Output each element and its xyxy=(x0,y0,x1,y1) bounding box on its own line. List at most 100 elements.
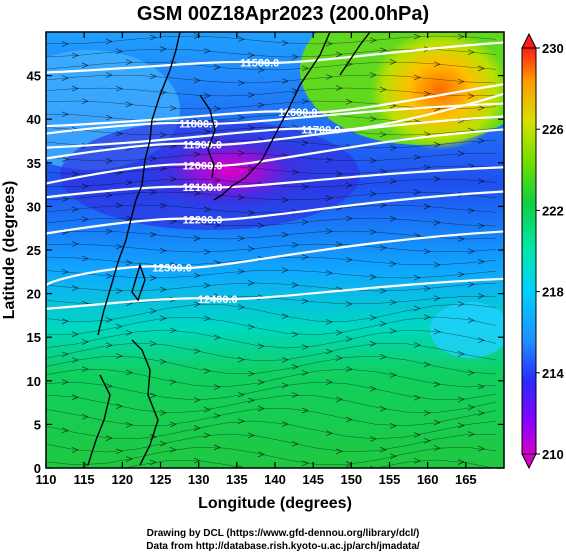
wind-arrow xyxy=(237,465,245,468)
x-tick-label: 125 xyxy=(150,472,172,487)
wind-arrow xyxy=(115,202,123,209)
wind-arrow xyxy=(105,192,113,198)
x-axis-ticks: 110 115 120 125 130 135 140 145 150 155 160 165 xyxy=(36,32,477,487)
wind-arrow xyxy=(115,403,123,410)
wind-arrow xyxy=(257,343,265,350)
wind-arrow xyxy=(281,313,289,320)
wind-arrow xyxy=(193,425,201,431)
wind-arrow xyxy=(61,269,69,275)
wind-arrow xyxy=(325,195,333,201)
wind-arrow xyxy=(61,351,69,358)
wind-arrow xyxy=(413,394,421,401)
wind-arrow xyxy=(247,246,255,252)
wind-arrow xyxy=(379,288,387,294)
x-tick-label: 160 xyxy=(417,472,439,487)
wind-arrow xyxy=(125,422,133,428)
wind-arrow xyxy=(369,340,377,347)
y-tick-label: 35 xyxy=(27,156,41,171)
wind-arrow xyxy=(345,301,353,307)
wind-arrow xyxy=(457,422,465,429)
wind-arrow xyxy=(149,155,157,162)
wind-arrow xyxy=(345,256,353,263)
wind-arrow xyxy=(159,315,167,322)
wind-arrow xyxy=(149,340,157,347)
wind-arrow xyxy=(413,74,421,81)
wind-arrow xyxy=(467,248,475,255)
wind-arrow xyxy=(281,40,289,46)
wind-arrow xyxy=(247,52,255,59)
wind-arrow xyxy=(71,206,79,213)
wind-arrow xyxy=(325,348,333,355)
contour-label: 12200.0 xyxy=(183,214,223,226)
wind-arrow xyxy=(325,379,333,386)
wind-arrow xyxy=(237,268,245,275)
wind-arrow xyxy=(433,219,441,226)
wind-arrow xyxy=(203,432,211,439)
streamline xyxy=(46,446,497,466)
streamline xyxy=(46,230,497,240)
wind-arrow xyxy=(457,236,465,242)
wind-arrow xyxy=(325,430,333,437)
wind-arrow xyxy=(345,98,353,105)
wind-arrow xyxy=(413,342,421,348)
wind-arrow xyxy=(237,80,245,86)
wind-arrow xyxy=(369,315,377,321)
wind-arrow xyxy=(149,308,157,314)
contour-label: 12300.0 xyxy=(152,262,192,274)
wind-arrow xyxy=(389,423,397,429)
contour-label: 12400.0 xyxy=(198,294,238,306)
wind-arrow xyxy=(423,437,431,444)
colorbar: 210 214 218 222 226 230 xyxy=(521,32,564,470)
coastline-sakhalin xyxy=(339,32,371,76)
wind-arrow xyxy=(125,259,133,266)
wind-arrow xyxy=(159,132,167,138)
wind-arrow xyxy=(213,177,221,183)
wind-arrow xyxy=(477,222,485,229)
wind-arrow xyxy=(281,111,289,118)
wind-arrow xyxy=(193,190,201,197)
streamline xyxy=(46,342,497,362)
wind-arrow xyxy=(325,228,333,235)
wind-arrow xyxy=(125,215,133,222)
wind-arrow xyxy=(125,179,133,186)
streamline xyxy=(46,381,497,401)
wind-arrow xyxy=(193,301,201,308)
y-tick-label: 30 xyxy=(27,199,41,214)
x-tick-label: 155 xyxy=(379,472,401,487)
wind-arrow xyxy=(335,448,343,455)
wind-arrow xyxy=(115,85,123,92)
wind-arrow xyxy=(457,78,465,85)
wind-arrow xyxy=(61,427,69,434)
wind-arrow xyxy=(61,379,69,385)
wind-arrow xyxy=(115,448,123,455)
wind-arrow xyxy=(291,242,299,248)
wind-arrow xyxy=(81,366,89,372)
wind-arrow xyxy=(193,348,201,354)
streamline xyxy=(46,329,497,349)
wind-arrow xyxy=(301,65,309,72)
streamline xyxy=(46,139,497,149)
y-axis-ticks: 0 5 10 15 20 25 30 35 40 45 xyxy=(27,69,504,476)
wind-arrow xyxy=(467,281,475,288)
coastline-japan xyxy=(213,32,331,201)
wind-arrow xyxy=(115,243,123,250)
wind-arrow xyxy=(159,247,167,254)
height-contour-line xyxy=(46,166,504,199)
wind-arrow xyxy=(389,453,397,460)
wind-arrow xyxy=(193,77,201,84)
wind-arrow xyxy=(105,38,113,45)
streamline xyxy=(46,316,497,336)
wind-arrow xyxy=(301,298,309,305)
x-tick-label: 110 xyxy=(36,472,57,487)
wind-arrow xyxy=(379,131,387,138)
y-tick-label: 45 xyxy=(27,69,41,84)
wind-arrow xyxy=(413,274,421,281)
wind-arrow xyxy=(467,431,475,438)
wind-arrow xyxy=(389,260,397,267)
wind-arrow xyxy=(115,48,123,55)
wind-arrow xyxy=(71,85,79,92)
streamline xyxy=(123,459,495,468)
wind-arrow xyxy=(169,176,177,183)
wind-arrow xyxy=(325,157,333,163)
